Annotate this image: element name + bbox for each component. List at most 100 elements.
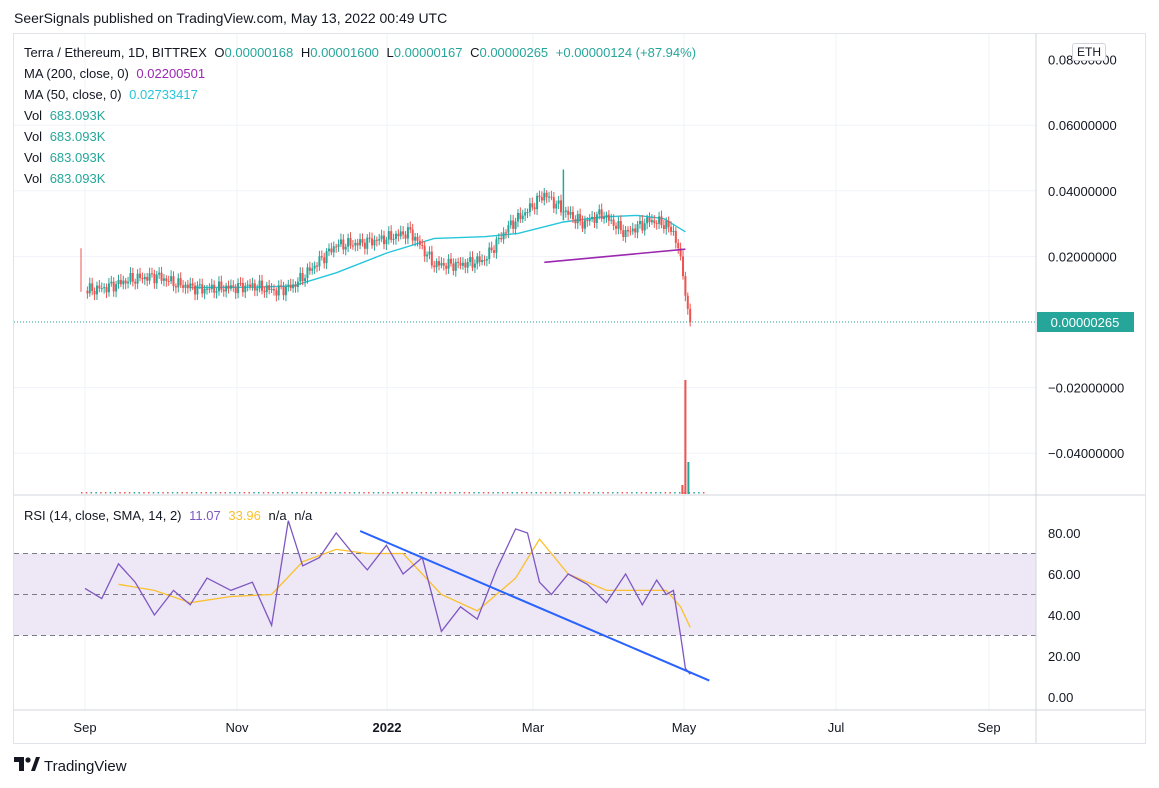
volume-bar <box>435 492 437 494</box>
candle-body <box>347 238 350 247</box>
candle-body <box>473 263 476 268</box>
rsi-sma-line <box>118 537 691 628</box>
candle-body <box>414 236 417 241</box>
candle-body <box>366 237 369 249</box>
volume-bar <box>109 492 112 494</box>
volume-bar <box>272 492 274 494</box>
candle-body <box>239 283 242 285</box>
volume-bar <box>100 492 102 494</box>
volume-bar <box>487 492 490 494</box>
footer-brand[interactable]: TradingView <box>14 757 127 775</box>
volume-bar <box>578 492 581 494</box>
candle-body <box>423 245 426 257</box>
x-tick-label: Sep <box>977 720 1000 735</box>
volume-bar <box>535 492 537 494</box>
volume-bar <box>640 492 643 494</box>
candle-body <box>665 220 668 229</box>
candle-body <box>643 223 646 231</box>
candle-body <box>160 272 163 281</box>
volume-bar <box>195 492 198 494</box>
candle-body <box>124 280 127 284</box>
candle-body <box>428 251 431 255</box>
volume-bar <box>186 492 188 494</box>
legend-open-label: O <box>214 45 225 60</box>
volume-bar <box>516 492 518 494</box>
candle-body <box>684 276 687 296</box>
candle-body <box>564 210 567 212</box>
candle-body <box>653 220 656 224</box>
volume-bar <box>468 492 471 494</box>
candle-body <box>641 220 644 231</box>
volume-bar <box>253 492 255 494</box>
legend-rsi: RSI (14, close, SMA, 14, 2) 11.07 33.96 … <box>24 508 316 523</box>
legend-close: 0.00000265 <box>479 45 549 60</box>
candle-body <box>296 281 299 287</box>
candle-body <box>225 285 228 292</box>
candle-body <box>677 242 680 249</box>
volume-bar <box>301 492 303 494</box>
candle-body <box>603 216 606 219</box>
legend-open: 0.00000168 <box>224 45 294 60</box>
candle-body <box>131 272 134 282</box>
volume-bar <box>315 492 317 494</box>
candle-body <box>686 295 689 309</box>
volume-bar <box>344 492 346 494</box>
volume-bar <box>363 492 365 494</box>
candle-body <box>174 286 177 288</box>
volume-bar <box>152 492 155 494</box>
candle-body <box>662 225 665 229</box>
volume-bar <box>191 492 193 494</box>
vol-value: 683.093K <box>49 129 106 144</box>
candle-body <box>304 278 307 282</box>
rsi-tick-label: 80.00 <box>1048 526 1081 541</box>
candle-body <box>399 231 402 237</box>
candle-body <box>158 272 161 275</box>
candle-body <box>213 284 216 293</box>
volume-bar <box>631 492 633 494</box>
volume-bar <box>521 492 523 494</box>
legend-high: 0.00001600 <box>310 45 379 60</box>
candle-body <box>591 216 594 220</box>
volume-bar <box>368 492 370 494</box>
candle-body <box>569 211 572 215</box>
candle-body <box>634 228 637 233</box>
rsi-band <box>14 553 1036 636</box>
volume-bar <box>702 492 705 494</box>
candle-body <box>406 227 409 239</box>
candle-body <box>536 195 539 210</box>
candle-body <box>689 308 692 322</box>
volume-bar <box>391 492 394 494</box>
last-price-badge <box>1037 311 1134 332</box>
candle-body <box>311 268 314 271</box>
candle-body <box>139 273 142 278</box>
currency-badge[interactable]: ETH <box>1072 43 1106 61</box>
candle-body <box>335 246 338 248</box>
legend-vol-4: Vol 683.093K <box>24 171 109 186</box>
volume-bar <box>621 492 624 494</box>
volume-bar <box>511 492 514 494</box>
candle-body <box>481 260 484 263</box>
candle-body <box>119 279 122 285</box>
candle-body <box>261 280 264 291</box>
volume-bar <box>616 492 619 494</box>
candle-body <box>464 262 467 268</box>
volume-bar <box>525 492 528 494</box>
candle-body <box>356 242 359 246</box>
volume-bar <box>119 492 121 494</box>
volume-bar <box>430 492 432 494</box>
candle-body <box>167 280 170 282</box>
candle-body <box>165 278 168 281</box>
publish-info: SeerSignals published on TradingView.com… <box>14 10 448 26</box>
candle-body <box>189 283 192 289</box>
candle-body <box>359 239 362 246</box>
candle-body <box>198 284 201 286</box>
candle-body <box>256 288 259 291</box>
footer-brand-text: TradingView <box>44 757 127 775</box>
candle-body <box>466 261 469 268</box>
volume-bar <box>320 492 322 494</box>
volume-bar <box>530 492 533 494</box>
candle-body <box>91 283 94 292</box>
candle-body <box>172 276 175 287</box>
volume-bar <box>559 492 561 494</box>
